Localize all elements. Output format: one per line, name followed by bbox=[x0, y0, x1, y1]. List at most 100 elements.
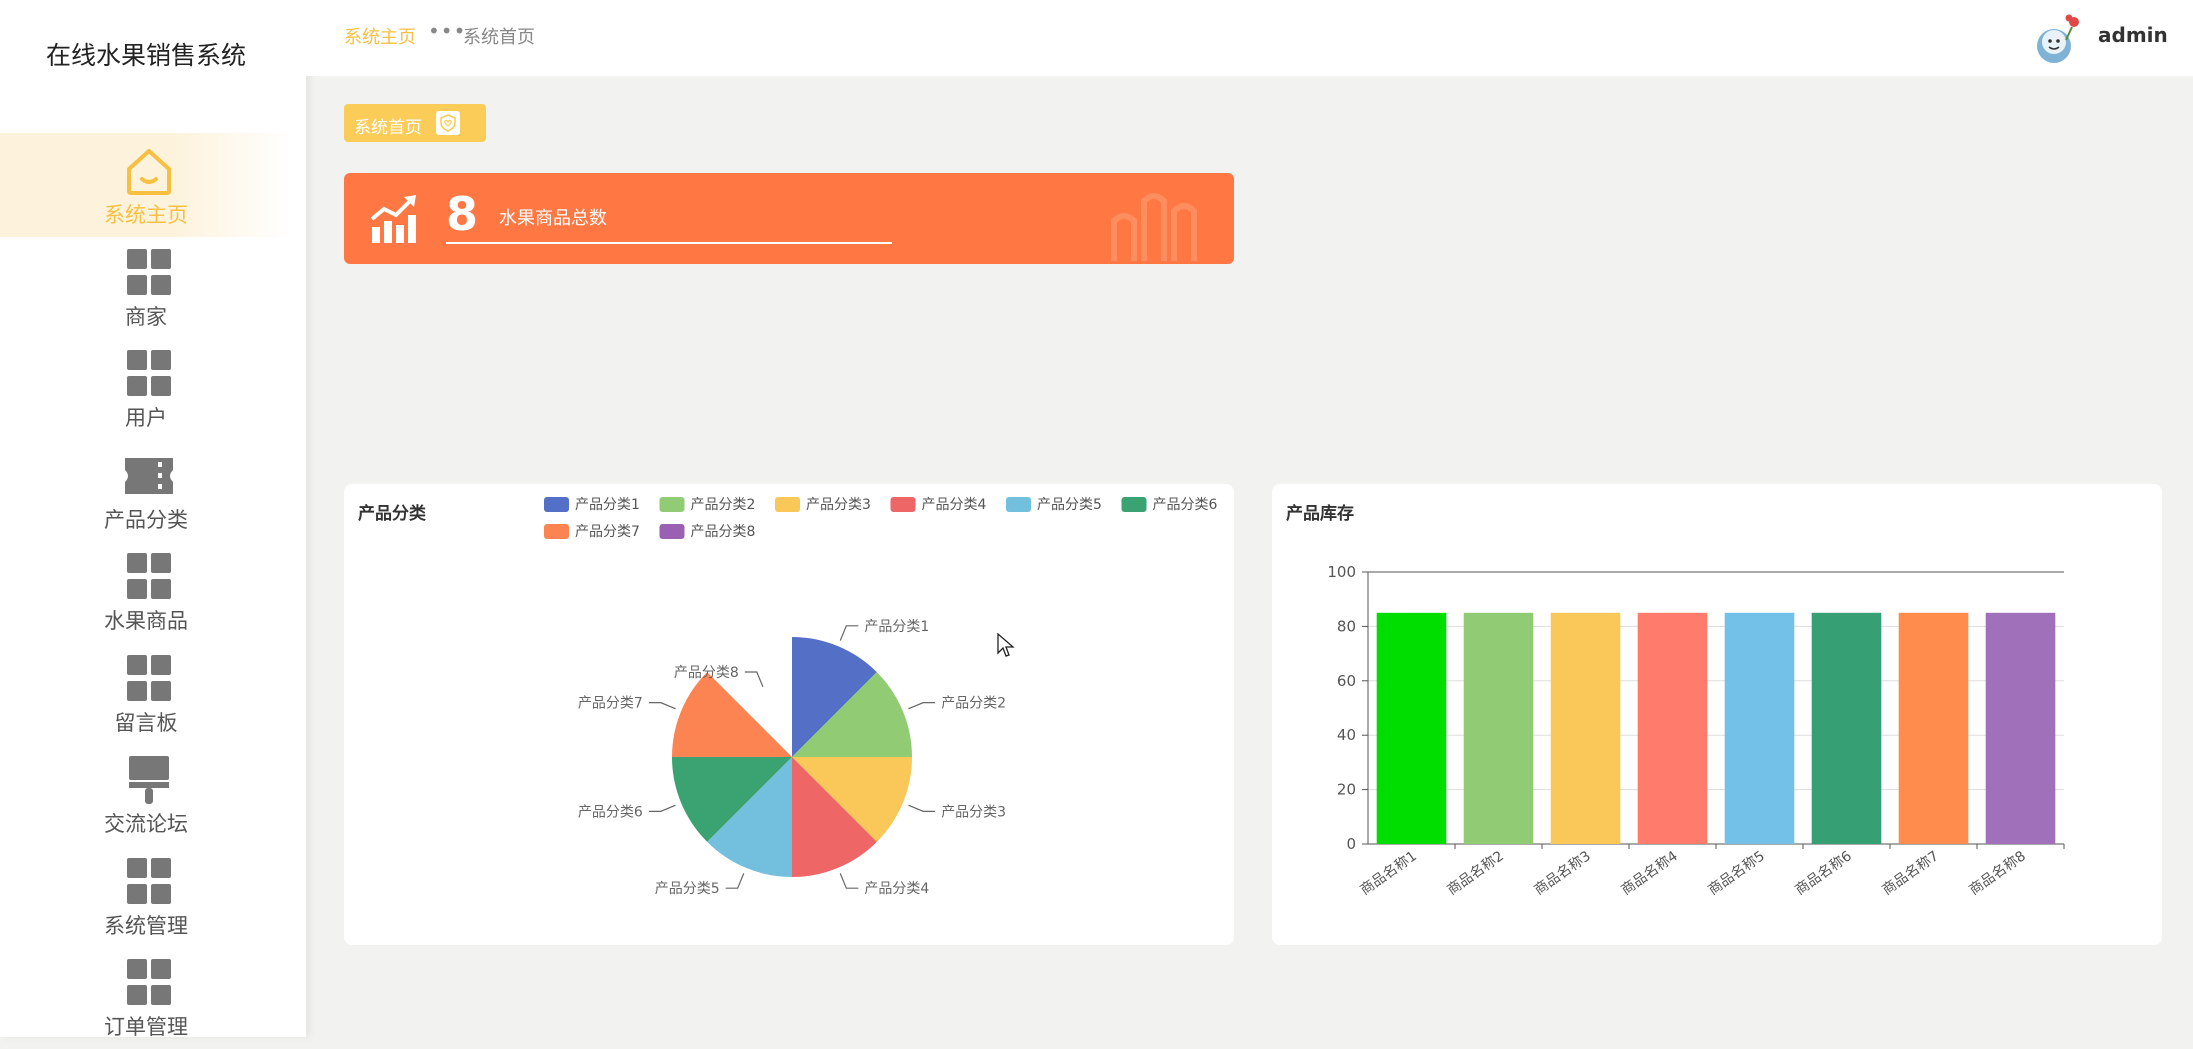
bar-y-tick-label: 20 bbox=[1337, 781, 1356, 799]
pie-legend-label[interactable]: 产品分类1 bbox=[575, 497, 640, 513]
pie-legend-swatch[interactable] bbox=[544, 497, 569, 512]
bar[interactable] bbox=[1550, 612, 1621, 844]
username[interactable]: admin bbox=[2098, 23, 2168, 47]
sidebar-item-8[interactable]: 系统管理 bbox=[0, 844, 292, 948]
sidebar-item-5[interactable]: 水果商品 bbox=[0, 539, 292, 643]
pie-slice[interactable] bbox=[792, 757, 912, 842]
sidebar-item-label: 留言板 bbox=[114, 710, 178, 735]
bar-y-tick-label: 60 bbox=[1337, 672, 1356, 690]
pie-legend-label[interactable]: 产品分类6 bbox=[1153, 497, 1218, 513]
bar-x-tick-label: 商品名称5 bbox=[1705, 848, 1767, 898]
pie-slice[interactable] bbox=[707, 757, 792, 877]
pie-slice-label: 产品分类4 bbox=[864, 881, 929, 897]
pie-slice[interactable] bbox=[792, 757, 877, 877]
sidebar: 在线水果销售系统 系统主页 商家 用户 产品分类 水果商品 留言板 交流论坛 系统管理 订单管理 bbox=[0, 0, 306, 1039]
chart-watermark-icon bbox=[1111, 193, 1197, 261]
bar-x-tick-label: 商品名称8 bbox=[1966, 848, 2028, 898]
pie-legend-swatch[interactable] bbox=[890, 497, 916, 512]
app-title: 在线水果销售系统 bbox=[45, 41, 246, 70]
pie-legend-label[interactable]: 产品分类3 bbox=[806, 497, 871, 513]
pie-legend-label[interactable]: 产品分类5 bbox=[1037, 497, 1102, 513]
breadcrumb-home[interactable]: 系统主页 bbox=[344, 27, 416, 48]
sidebar-item-3[interactable]: 用户 bbox=[0, 336, 292, 440]
mouse-cursor-icon bbox=[997, 633, 1015, 657]
stat-card-fruit-total: 8 水果商品总数 bbox=[344, 173, 1234, 264]
sidebar-item-label: 用户 bbox=[125, 406, 167, 430]
pie-label-line bbox=[908, 702, 936, 710]
page-tab[interactable]: 系统首页 bbox=[344, 104, 486, 142]
pie-slice-label: 产品分类2 bbox=[941, 696, 1006, 712]
grid-icon bbox=[121, 348, 177, 400]
pie-label-line bbox=[839, 625, 859, 641]
avatar-icon[interactable] bbox=[2028, 12, 2084, 68]
trend-chart-icon bbox=[370, 195, 416, 243]
pie-legend-swatch[interactable] bbox=[1121, 497, 1147, 512]
pie-slice-label: 产品分类8 bbox=[674, 665, 739, 681]
pie-legend-swatch[interactable] bbox=[544, 524, 569, 539]
bar-y-tick-label: 80 bbox=[1337, 617, 1356, 635]
pie-chart-title: 产品分类 bbox=[358, 504, 426, 524]
pie-legend-swatch[interactable] bbox=[1006, 497, 1031, 512]
bar-y-tick-label: 100 bbox=[1327, 563, 1356, 581]
sidebar-item-label: 系统管理 bbox=[104, 913, 188, 938]
bar-x-tick-label: 商品名称3 bbox=[1531, 848, 1593, 898]
pie-legend-label[interactable]: 产品分类8 bbox=[691, 524, 756, 540]
sidebar-item-7[interactable]: 交流论坛 bbox=[0, 742, 292, 846]
pie-slice-label: 产品分类7 bbox=[578, 696, 643, 712]
pie-legend-label[interactable]: 产品分类2 bbox=[691, 497, 756, 513]
pie-legend-label[interactable]: 产品分类7 bbox=[575, 524, 640, 540]
page-tab-label: 系统首页 bbox=[354, 118, 422, 138]
grid-icon bbox=[121, 247, 177, 299]
bar-x-tick-label: 商品名称6 bbox=[1792, 848, 1854, 898]
stat-value: 8 bbox=[446, 187, 479, 241]
stat-underline bbox=[446, 242, 892, 244]
pie-legend-swatch[interactable] bbox=[775, 497, 800, 512]
sidebar-item-4[interactable]: 产品分类 bbox=[0, 438, 292, 542]
pie-label-line bbox=[908, 804, 936, 812]
bar[interactable] bbox=[1898, 612, 1969, 844]
top-bar: 系统主页 ••• 系统首页 admin bbox=[306, 0, 2193, 76]
pie-legend-swatch[interactable] bbox=[659, 497, 685, 512]
stat-label: 水果商品总数 bbox=[499, 208, 607, 229]
brush-icon bbox=[121, 754, 177, 806]
pie-label-line bbox=[744, 671, 764, 688]
bar-y-tick-label: 0 bbox=[1346, 835, 1356, 853]
pie-slice[interactable] bbox=[792, 637, 877, 757]
sidebar-item-9[interactable]: 订单管理 bbox=[0, 945, 292, 1049]
pie-label-line bbox=[648, 702, 676, 710]
bar[interactable] bbox=[1811, 612, 1882, 844]
ticket-icon bbox=[121, 450, 177, 502]
bar-x-tick-label: 商品名称2 bbox=[1444, 848, 1506, 898]
pie-slice-label: 产品分类3 bbox=[941, 804, 1006, 820]
bar[interactable] bbox=[1985, 612, 2056, 844]
breadcrumb-separator: ••• bbox=[428, 19, 467, 43]
bar-x-tick-label: 商品名称7 bbox=[1879, 848, 1941, 898]
sidebar-item-1[interactable]: 系统主页 bbox=[0, 133, 292, 237]
sidebar-item-2[interactable]: 商家 bbox=[0, 235, 292, 339]
pie-slice-label: 产品分类1 bbox=[864, 619, 929, 635]
bar[interactable] bbox=[1376, 612, 1447, 844]
stock-bar-chart: 0 20 40 60 80 100 商品名称1 商品名称2 商品名称3 商品名称4 商品名称5 商品名… bbox=[1327, 563, 2065, 899]
grid-icon bbox=[121, 957, 177, 1009]
sidebar-item-label: 商家 bbox=[125, 304, 167, 329]
pie-slice-label: 产品分类6 bbox=[578, 804, 643, 820]
pie-legend-swatch[interactable] bbox=[659, 524, 685, 539]
sidebar-item-label: 系统主页 bbox=[104, 203, 188, 227]
sidebar-item-6[interactable]: 留言板 bbox=[0, 641, 292, 745]
pie-slice-label: 产品分类5 bbox=[655, 881, 720, 897]
sidebar-item-label: 产品分类 bbox=[104, 507, 188, 532]
bar-x-tick-label: 商品名称1 bbox=[1357, 848, 1419, 898]
bar-y-tick-label: 40 bbox=[1337, 726, 1356, 744]
pie-label-line bbox=[725, 873, 745, 889]
bar[interactable] bbox=[1463, 612, 1534, 844]
grid-icon bbox=[121, 856, 177, 908]
bar[interactable] bbox=[1724, 612, 1795, 844]
pie-slice[interactable] bbox=[672, 757, 792, 842]
bar-chart-title: 产品库存 bbox=[1286, 504, 1354, 524]
grid-icon bbox=[121, 653, 177, 705]
pie-slice[interactable] bbox=[672, 672, 792, 757]
heart-shield-icon[interactable] bbox=[436, 111, 460, 135]
pie-legend-label[interactable]: 产品分类4 bbox=[922, 497, 987, 513]
bar[interactable] bbox=[1637, 612, 1708, 844]
pie-slice[interactable] bbox=[792, 672, 912, 757]
